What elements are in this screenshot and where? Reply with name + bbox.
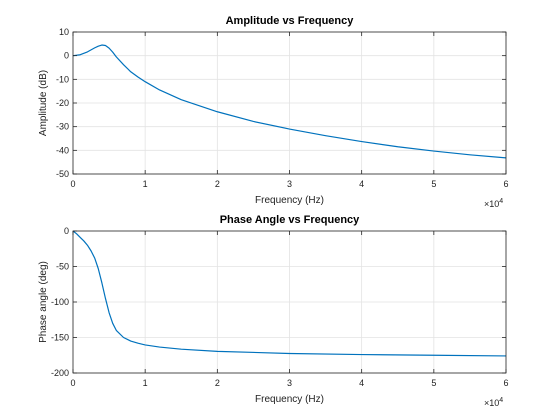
- phase-x-multiplier: ×104: [484, 397, 503, 408]
- phase-y-tick-label: -200: [51, 368, 69, 378]
- amplitude-x-tick-label: 6: [503, 179, 508, 189]
- amplitude-y-tick-label: -30: [56, 122, 69, 132]
- phase-y-tick-label: -100: [51, 297, 69, 307]
- amplitude-y-tick-label: -40: [56, 145, 69, 155]
- phase-x-tick-label: 2: [215, 378, 220, 388]
- amplitude-y-tick-label: 0: [64, 51, 69, 61]
- phase-chart-title: Phase Angle vs Frequency: [220, 214, 360, 226]
- phase-series: [72, 230, 507, 357]
- amplitude-x-tick-label: 5: [431, 179, 436, 189]
- phase-x-tick-label: 6: [503, 378, 508, 388]
- phase-x-tick-label: 4: [359, 378, 364, 388]
- amplitude-chart-title: Amplitude vs Frequency: [226, 15, 355, 27]
- amplitude-x-tick-label: 0: [70, 179, 75, 189]
- phase-ticks: 0 1 2 3 4 5 6 -200 -150 -100 -50 0: [51, 226, 509, 388]
- amplitude-x-tick-label: 1: [143, 179, 148, 189]
- amplitude-plot: 0 1 2 3 4 5 6 -50 -40 -30 -20 -10 0 10 Amplitude vs F…: [38, 15, 509, 209]
- amplitude-x-tick-label: 4: [359, 179, 364, 189]
- amplitude-x-axis-label: Frequency (Hz): [255, 195, 324, 206]
- phase-x-tick-label: 3: [287, 378, 292, 388]
- phase-x-multiplier-exponent: 4: [499, 397, 503, 404]
- amplitude-y-tick-label: 10: [59, 27, 69, 37]
- phase-y-tick-label: 0: [64, 226, 69, 236]
- phase-series-line: [72, 230, 507, 357]
- phase-y-tick-label: -50: [56, 262, 69, 272]
- phase-plot: 0 1 2 3 4 5 6 -200 -150 -100 -50 0 Phase Angle vs F…: [38, 214, 509, 408]
- phase-y-axis-label: Phase angle (deg): [38, 261, 49, 343]
- amplitude-series-line: [72, 44, 507, 159]
- amplitude-x-multiplier-base: ×10: [484, 199, 499, 209]
- phase-x-tick-label: 5: [431, 378, 436, 388]
- phase-x-tick-label: 0: [70, 378, 75, 388]
- phase-x-tick-label: 1: [143, 378, 148, 388]
- amplitude-y-tick-label: -50: [56, 169, 69, 179]
- amplitude-x-multiplier: ×104: [484, 198, 503, 209]
- phase-x-axis-label: Frequency (Hz): [255, 394, 324, 405]
- amplitude-x-tick-label: 3: [287, 179, 292, 189]
- amplitude-series: [72, 44, 507, 159]
- phase-x-multiplier-base: ×10: [484, 398, 499, 408]
- amplitude-y-tick-label: -20: [56, 98, 69, 108]
- amplitude-y-axis-label: Amplitude (dB): [38, 70, 49, 136]
- phase-y-tick-label: -150: [51, 333, 69, 343]
- amplitude-y-tick-label: -10: [56, 74, 69, 84]
- amplitude-ticks: 0 1 2 3 4 5 6 -50 -40 -30 -20 -10 0 10: [56, 27, 509, 189]
- amplitude-x-tick-label: 2: [215, 179, 220, 189]
- amplitude-x-multiplier-exponent: 4: [499, 198, 503, 205]
